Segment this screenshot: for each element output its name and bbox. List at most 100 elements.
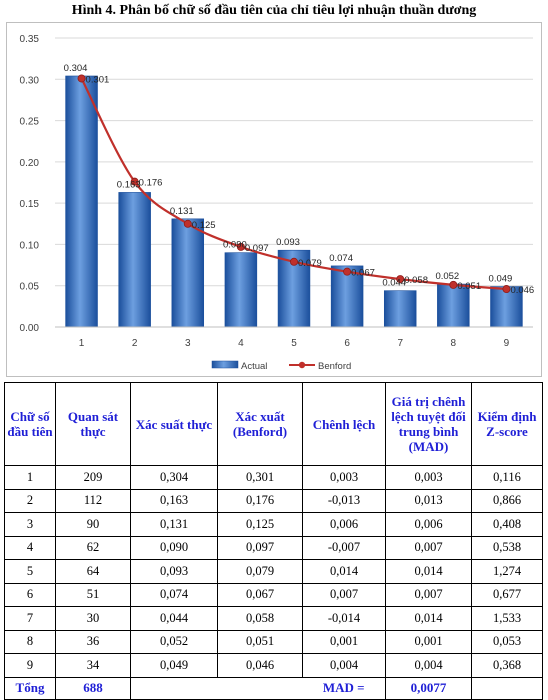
- x-tick-label: 6: [344, 338, 350, 349]
- legend-label-benford: Benford: [318, 361, 351, 372]
- data-label-benford: 0.051: [457, 281, 481, 292]
- table-row: 9 34 0,049 0,046 0,004 0,004 0,368: [4, 653, 543, 678]
- x-tick-label: 9: [504, 338, 510, 349]
- table-cell: 0,097: [217, 535, 303, 560]
- table-row: 8 36 0,052 0,051 0,001 0,001 0,053: [4, 629, 543, 654]
- table-cell: 112: [55, 488, 131, 513]
- data-label-actual: 0.044: [382, 278, 406, 289]
- table-cell: 0,163: [130, 488, 218, 513]
- benford-point: [130, 177, 139, 186]
- y-tick-label: 0.20: [20, 158, 40, 169]
- legend-label-actual: Actual: [241, 361, 267, 372]
- table-cell: 0,116: [471, 465, 543, 490]
- data-label-actual: 0.163: [117, 179, 141, 190]
- mad-label: MAD =: [302, 676, 386, 700]
- header-first-digit: Chữ số đầu tiên: [4, 382, 56, 466]
- table-cell: 36: [55, 629, 131, 654]
- table-row: 6 51 0,074 0,067 0,007 0,007 0,677: [4, 582, 543, 607]
- data-label-actual: 0.074: [329, 253, 353, 264]
- x-tick-label: 2: [132, 338, 138, 349]
- table-cell: 0,090: [130, 535, 218, 560]
- total-label: Tổng: [4, 676, 56, 700]
- x-tick-label: 4: [238, 338, 244, 349]
- data-label-actual: 0.093: [276, 237, 300, 248]
- benford-point: [502, 285, 511, 294]
- data-label-benford: 0.125: [192, 220, 216, 231]
- table-cell: 64: [55, 559, 131, 584]
- data-label-benford: 0.176: [139, 178, 163, 189]
- table-cell: 0,004: [385, 653, 472, 678]
- bar-actual: [118, 192, 151, 328]
- data-label-actual: 0.052: [435, 271, 459, 282]
- table-cell: 0,131: [130, 512, 218, 537]
- benford-point: [77, 74, 86, 83]
- table-cell: 0,053: [471, 629, 543, 654]
- x-tick-label: 7: [397, 338, 403, 349]
- data-label-benford: 0.046: [510, 285, 534, 296]
- table-cell: 0,125: [217, 512, 303, 537]
- header-observed: Quan sát thực: [55, 382, 131, 466]
- table-cell: 0,014: [385, 606, 472, 631]
- table-row: 7 30 0,044 0,058 -0,014 0,014 1,533: [4, 606, 543, 631]
- table-cell: 0,006: [302, 512, 386, 537]
- table-row: 5 64 0,093 0,079 0,014 0,014 1,274: [4, 559, 543, 584]
- benford-table-container: Chữ số đầu tiên Quan sát thực Xác suất t…: [4, 382, 543, 700]
- y-tick-label: 0.10: [20, 240, 40, 251]
- table-header-row: Chữ số đầu tiên Quan sát thực Xác suất t…: [4, 382, 543, 466]
- data-label-actual: 0.131: [170, 206, 194, 217]
- x-tick-label: 3: [185, 338, 191, 349]
- table-row: 2 112 0,163 0,176 -0,013 0,013 0,866: [4, 488, 543, 513]
- bar-actual: [437, 283, 470, 328]
- table-cell: 0,014: [302, 559, 386, 584]
- data-label-benford: 0.301: [86, 74, 110, 85]
- benford-test-table: Chữ số đầu tiên Quan sát thực Xác suất t…: [4, 382, 543, 700]
- table-cell: 0,093: [130, 559, 218, 584]
- data-label-benford: 0.097: [245, 243, 269, 254]
- data-label-benford: 0.067: [351, 268, 375, 279]
- table-cell: 0,538: [471, 535, 543, 560]
- bar-actual: [171, 218, 205, 328]
- table-cell: 1: [4, 465, 56, 490]
- table-cell: 0,013: [385, 488, 472, 513]
- bar-actual: [330, 265, 364, 328]
- table-cell: 0,007: [385, 582, 472, 607]
- table-cell: 0,003: [302, 465, 386, 490]
- table-cell: 0,044: [130, 606, 218, 631]
- legend-swatch-actual: [211, 360, 239, 369]
- total-value: 688: [55, 676, 131, 700]
- x-tick-label: 1: [79, 338, 85, 349]
- table-cell: 0,368: [471, 653, 543, 678]
- table-cell: 0,014: [385, 559, 472, 584]
- y-tick-label: 0.00: [20, 323, 40, 334]
- table-cell: 51: [55, 582, 131, 607]
- header-difference: Chênh lệch: [302, 382, 386, 466]
- header-benford-probability: Xác xuất (Benford): [217, 382, 303, 466]
- table-cell: 0,304: [130, 465, 218, 490]
- table-cell: 0,007: [385, 535, 472, 560]
- table-cell: 62: [55, 535, 131, 560]
- y-tick-label: 0.05: [20, 282, 40, 293]
- bar-actual: [224, 252, 258, 328]
- table-cell: 1,274: [471, 559, 543, 584]
- table-cell: 4: [4, 535, 56, 560]
- y-tick-label: 0.30: [20, 75, 40, 86]
- table-cell: 9: [4, 653, 56, 678]
- table-cell: 0,408: [471, 512, 543, 537]
- table-cell: 209: [55, 465, 131, 490]
- data-label-benford: 0.058: [404, 275, 428, 286]
- benford-point: [343, 267, 352, 276]
- table-cell: 0,046: [217, 653, 303, 678]
- data-label-benford: 0.079: [298, 258, 322, 269]
- benford-point: [236, 242, 245, 251]
- table-cell: -0,014: [302, 606, 386, 631]
- footer-empty-cell: [217, 676, 303, 700]
- data-label-actual: 0.304: [64, 63, 88, 74]
- table-cell: 0,001: [385, 629, 472, 654]
- table-cell: 6: [4, 582, 56, 607]
- table-cell: 0,067: [217, 582, 303, 607]
- data-label-actual: 0.090: [223, 240, 247, 251]
- table-cell: 0,052: [130, 629, 218, 654]
- table-cell: 34: [55, 653, 131, 678]
- bar-actual: [490, 286, 523, 328]
- table-cell: 0,003: [385, 465, 472, 490]
